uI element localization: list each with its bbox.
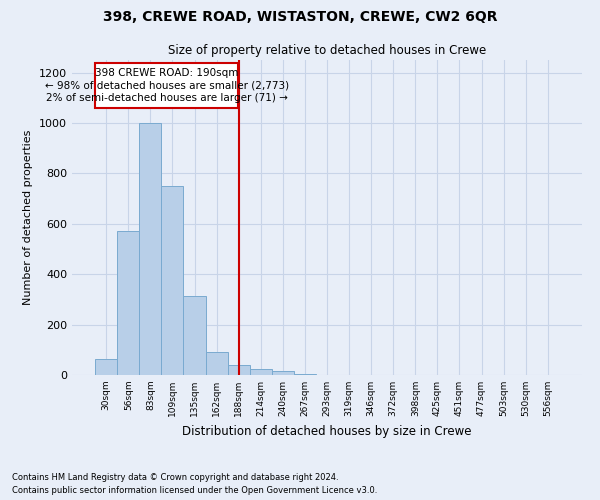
Bar [250,368,272,375]
Text: 398 CREWE ROAD: 190sqm: 398 CREWE ROAD: 190sqm [95,68,238,78]
Y-axis label: Number of detached properties: Number of detached properties [23,130,34,305]
Text: Contains HM Land Registry data © Crown copyright and database right 2024.
Contai: Contains HM Land Registry data © Crown c… [12,474,377,495]
Bar [294,374,316,375]
Bar [272,371,294,375]
Title: Size of property relative to detached houses in Crewe: Size of property relative to detached ho… [168,44,486,58]
Bar [161,186,184,375]
Bar [95,359,117,375]
Bar [139,123,161,375]
Text: ← 98% of detached houses are smaller (2,773): ← 98% of detached houses are smaller (2,… [44,80,289,90]
Bar [184,296,206,375]
Text: 398, CREWE ROAD, WISTASTON, CREWE, CW2 6QR: 398, CREWE ROAD, WISTASTON, CREWE, CW2 6… [103,10,497,24]
Bar [227,366,250,375]
Bar [95,62,238,108]
Bar [117,230,139,375]
Text: 2% of semi-detached houses are larger (71) →: 2% of semi-detached houses are larger (7… [46,92,287,102]
X-axis label: Distribution of detached houses by size in Crewe: Distribution of detached houses by size … [182,424,472,438]
Bar [206,352,227,375]
